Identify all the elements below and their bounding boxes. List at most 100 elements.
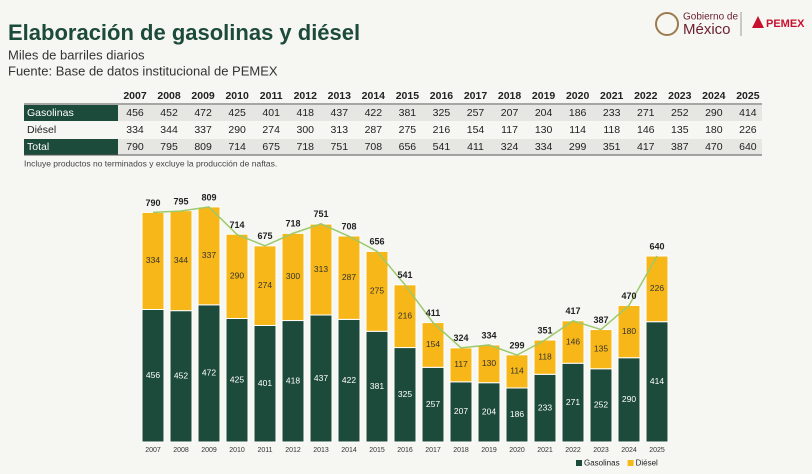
table-header: 2024 [702, 90, 726, 102]
table-cell: 204 [535, 107, 553, 119]
value-label: 233 [538, 402, 552, 412]
total-label: 751 [313, 209, 328, 219]
table-cell: 290 [705, 107, 723, 119]
table-header: 2021 [600, 90, 624, 102]
table-cell: 351 [603, 141, 621, 153]
table-cell: 130 [535, 124, 553, 136]
value-label: 401 [258, 378, 272, 388]
table-header: 2025 [736, 90, 760, 102]
table-cell: 274 [262, 124, 280, 136]
value-label: 287 [342, 272, 356, 282]
table-cell: 300 [296, 124, 314, 136]
value-label: 418 [286, 376, 300, 386]
table-header: 2019 [532, 90, 556, 102]
x-tick-label: 2008 [173, 447, 189, 454]
total-label: 708 [341, 222, 356, 232]
x-tick-label: 2016 [397, 447, 413, 454]
table-header: 2010 [225, 90, 249, 102]
x-tick-label: 2012 [285, 447, 301, 454]
value-label: 146 [566, 336, 580, 346]
pemex-icon [752, 16, 764, 28]
table-cell: 117 [501, 124, 518, 136]
table-cell: 411 [467, 141, 484, 153]
table-cell: 422 [365, 107, 383, 119]
table-cell: 675 [262, 141, 280, 153]
x-tick-label: 2013 [313, 447, 329, 454]
value-label: 452 [174, 371, 188, 381]
value-label: 274 [258, 280, 272, 290]
source: Fuente: Base de datos institucional de P… [8, 63, 278, 78]
total-label: 795 [173, 196, 188, 206]
table-header: 2017 [464, 90, 488, 102]
total-label: 714 [229, 220, 244, 230]
table-cell: 275 [399, 124, 417, 136]
table-cell: 472 [194, 107, 212, 119]
total-label: 718 [285, 219, 300, 229]
value-label: 300 [286, 271, 300, 281]
value-label: 313 [314, 264, 328, 274]
table-cell: 470 [705, 141, 723, 153]
table-label-bg [24, 105, 118, 121]
table-header: 2014 [362, 90, 386, 102]
total-label: 675 [257, 231, 272, 241]
table-row-bg [118, 139, 762, 155]
table-cell: 344 [160, 124, 178, 136]
table-cell: 154 [467, 124, 485, 136]
table-cell: 640 [739, 141, 757, 153]
table-label-bg [24, 139, 118, 155]
value-label: 290 [622, 394, 636, 404]
table-header: 2020 [566, 90, 590, 102]
total-line [152, 206, 658, 356]
x-tick-label: 2009 [201, 447, 217, 454]
table-cell: 252 [671, 107, 689, 119]
table-cell: 425 [228, 107, 246, 119]
table-row-label: Diésel [27, 124, 56, 136]
table-header: 2023 [668, 90, 692, 102]
table-cell: 287 [365, 124, 383, 136]
x-tick-label: 2018 [453, 447, 469, 454]
value-label: 325 [398, 389, 412, 399]
total-label: 470 [621, 291, 636, 301]
x-tick-label: 2015 [369, 447, 385, 454]
value-label: 257 [426, 399, 440, 409]
table-cell: 325 [433, 107, 451, 119]
value-label: 437 [314, 373, 328, 383]
total-label: 351 [537, 325, 552, 335]
value-label: 117 [454, 359, 468, 369]
table-cell: 387 [671, 141, 689, 153]
table-cell: 708 [365, 141, 383, 153]
value-label: 275 [370, 286, 384, 296]
value-label: 252 [594, 400, 608, 410]
table-header: 2007 [123, 90, 147, 102]
table-header: 2016 [430, 90, 454, 102]
legend-label: Gasolinas [584, 459, 620, 468]
x-tick-label: 2011 [257, 447, 272, 454]
table-header: 2009 [191, 90, 215, 102]
table-header: 2008 [157, 90, 181, 102]
x-tick-label: 2020 [509, 447, 525, 454]
x-tick-label: 2021 [537, 447, 553, 454]
x-tick-label: 2019 [481, 447, 497, 454]
table-header: 2011 [260, 90, 283, 102]
table-cell: 418 [296, 107, 314, 119]
logo-pemex: PEMEX [766, 18, 805, 30]
table-cell: 226 [739, 124, 757, 136]
value-label: 207 [454, 406, 468, 416]
table-cell: 541 [433, 141, 451, 153]
table-header: 2012 [294, 90, 318, 102]
table-cell: 324 [501, 141, 519, 153]
total-label: 656 [369, 237, 384, 247]
table-cell: 751 [331, 141, 349, 153]
total-label: 334 [481, 330, 496, 340]
value-label: 334 [146, 255, 160, 265]
table-cell: 313 [331, 124, 349, 136]
value-label: 186 [510, 409, 524, 419]
table-cell: 233 [603, 107, 621, 119]
table-cell: 216 [433, 124, 451, 136]
table-row-bg [118, 105, 762, 121]
title: Elaboración de gasolinas y diésel [8, 20, 360, 45]
table-cell: 809 [194, 141, 212, 153]
table-cell: 656 [399, 141, 417, 153]
x-tick-label: 2007 [145, 447, 161, 454]
